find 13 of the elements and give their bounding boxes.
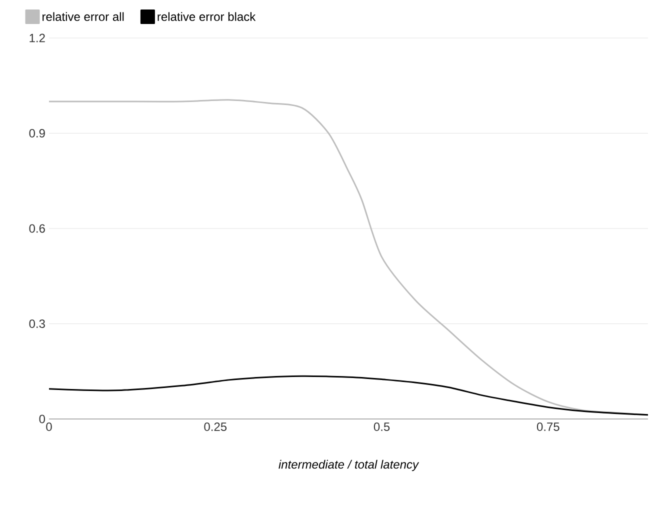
y-tick-label: 0	[39, 414, 46, 424]
y-tick-label: 0.3	[29, 319, 45, 328]
x-tick-label: 0.5	[374, 422, 390, 432]
x-axis-title: intermediate / total latency	[278, 460, 420, 472]
y-tick-label: 0.6	[29, 224, 45, 233]
y-tick-label: 1.2	[30, 34, 45, 42]
x-tick-label: 0.25	[204, 422, 227, 432]
x-tick-label: 0.75	[536, 422, 560, 432]
legend-label: relative error all	[42, 12, 124, 21]
y-tick-label: 0.9	[29, 129, 45, 138]
x-tick-label: 0	[46, 422, 52, 432]
line-series	[48, 375, 649, 416]
legend-label: relative error black	[158, 12, 256, 21]
